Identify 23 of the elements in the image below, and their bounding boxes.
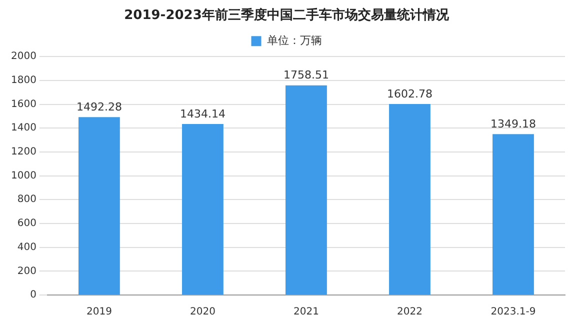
data-label: 1758.51 xyxy=(283,68,329,82)
y-tick-label: 1400 xyxy=(10,122,36,134)
y-tick-label: 1200 xyxy=(10,146,36,158)
legend-label: 单位：万辆 xyxy=(266,34,322,47)
data-label: 1349.18 xyxy=(490,118,536,131)
y-tick-label: 1800 xyxy=(10,75,36,86)
x-tick-label: 2021 xyxy=(294,306,319,318)
y-tick-label: 1000 xyxy=(10,170,36,182)
y-tick-label: 600 xyxy=(17,218,36,230)
y-tick-label: 400 xyxy=(17,242,36,253)
x-tick-label: 2020 xyxy=(190,306,216,318)
data-label: 1492.28 xyxy=(76,100,122,114)
y-tick-label: 200 xyxy=(17,266,36,277)
x-tick-label: 2023.1-9 xyxy=(490,306,536,318)
x-tick-label: 2019 xyxy=(86,306,112,318)
y-tick-label: 1600 xyxy=(10,98,36,110)
y-tick-label: 0 xyxy=(30,290,36,301)
y-tick-label: 2000 xyxy=(10,51,36,62)
x-tick-label: 2022 xyxy=(397,306,422,318)
chart-title: 2019-2023年前三季度中国二手车市场交易量统计情况 xyxy=(124,7,450,24)
data-label: 1602.78 xyxy=(386,87,432,100)
y-tick-label: 800 xyxy=(17,194,36,206)
data-label: 1434.14 xyxy=(180,107,226,120)
